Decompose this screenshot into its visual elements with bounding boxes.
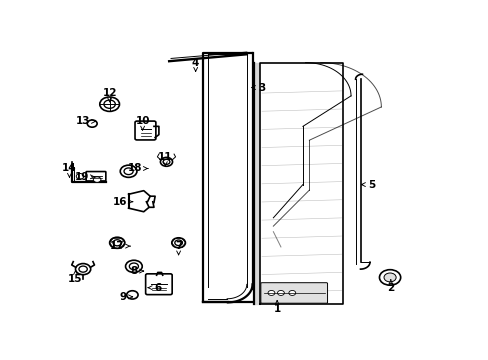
- Circle shape: [129, 263, 138, 270]
- Polygon shape: [254, 63, 260, 304]
- Circle shape: [76, 174, 84, 179]
- Circle shape: [175, 240, 182, 246]
- Text: 1: 1: [273, 301, 280, 314]
- Text: 2: 2: [386, 280, 394, 293]
- Circle shape: [126, 291, 138, 299]
- Text: 5: 5: [361, 180, 375, 190]
- Circle shape: [87, 120, 97, 127]
- Circle shape: [79, 266, 87, 272]
- Circle shape: [160, 157, 172, 166]
- Text: 14: 14: [62, 163, 77, 177]
- Circle shape: [288, 291, 295, 296]
- Circle shape: [75, 264, 90, 275]
- Text: 12: 12: [102, 88, 117, 102]
- Text: 13: 13: [76, 116, 96, 126]
- Text: 4: 4: [192, 58, 199, 71]
- Circle shape: [171, 238, 185, 248]
- Circle shape: [379, 270, 400, 285]
- Text: 8: 8: [130, 266, 143, 276]
- Circle shape: [124, 168, 133, 175]
- Text: 16: 16: [112, 197, 132, 207]
- Text: 3: 3: [251, 82, 265, 93]
- Circle shape: [163, 159, 169, 164]
- FancyBboxPatch shape: [135, 121, 156, 140]
- Text: 7: 7: [175, 241, 182, 255]
- Text: 10: 10: [135, 116, 149, 130]
- FancyBboxPatch shape: [145, 274, 172, 294]
- Text: 9: 9: [119, 292, 132, 302]
- Circle shape: [383, 273, 395, 282]
- Text: 15: 15: [68, 271, 82, 284]
- Text: 17: 17: [110, 241, 130, 251]
- FancyBboxPatch shape: [86, 172, 105, 181]
- Circle shape: [109, 237, 124, 248]
- Circle shape: [125, 260, 142, 273]
- Circle shape: [93, 177, 101, 183]
- Circle shape: [104, 100, 115, 108]
- Polygon shape: [260, 63, 343, 304]
- Text: 18: 18: [127, 163, 147, 174]
- Text: 6: 6: [148, 283, 161, 293]
- Circle shape: [100, 97, 119, 111]
- Circle shape: [120, 165, 137, 177]
- Text: 11: 11: [158, 152, 172, 166]
- Circle shape: [113, 240, 121, 246]
- Text: 19: 19: [75, 172, 95, 182]
- FancyBboxPatch shape: [260, 283, 327, 303]
- Circle shape: [267, 291, 274, 296]
- Circle shape: [277, 291, 284, 296]
